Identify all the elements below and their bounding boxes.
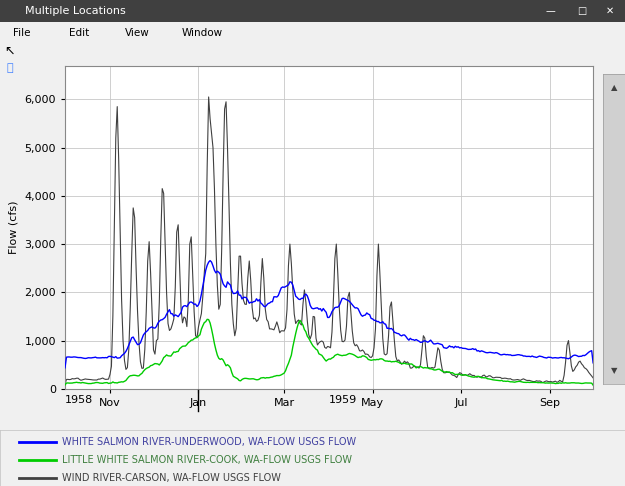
Text: Edit: Edit [69, 28, 89, 38]
Text: □: □ [577, 6, 586, 16]
Text: WHITE SALMON RIVER-UNDERWOOD, WA-FLOW USGS FLOW: WHITE SALMON RIVER-UNDERWOOD, WA-FLOW US… [62, 437, 357, 448]
Text: ↖: ↖ [4, 45, 14, 58]
Text: WIND RIVER-CARSON, WA-FLOW USGS FLOW: WIND RIVER-CARSON, WA-FLOW USGS FLOW [62, 473, 281, 483]
Text: Window: Window [181, 28, 222, 38]
Text: LITTLE WHITE SALMON RIVER-COOK, WA-FLOW USGS FLOW: LITTLE WHITE SALMON RIVER-COOK, WA-FLOW … [62, 455, 352, 465]
Text: ▶: ▶ [613, 438, 619, 444]
Text: 1959: 1959 [329, 396, 357, 405]
Text: 1958: 1958 [65, 396, 93, 405]
Bar [281, 436, 344, 446]
Y-axis label: Flow (cfs): Flow (cfs) [9, 200, 19, 254]
Text: View: View [125, 28, 150, 38]
Text: ✕: ✕ [605, 6, 614, 16]
Text: File: File [12, 28, 30, 38]
Text: —: — [545, 6, 555, 16]
Text: Multiple Locations: Multiple Locations [25, 6, 126, 16]
Text: ◀: ◀ [6, 438, 12, 444]
Text: ▲: ▲ [611, 83, 618, 92]
Text: 🔍: 🔍 [6, 63, 12, 73]
Text: ▼: ▼ [611, 365, 618, 375]
